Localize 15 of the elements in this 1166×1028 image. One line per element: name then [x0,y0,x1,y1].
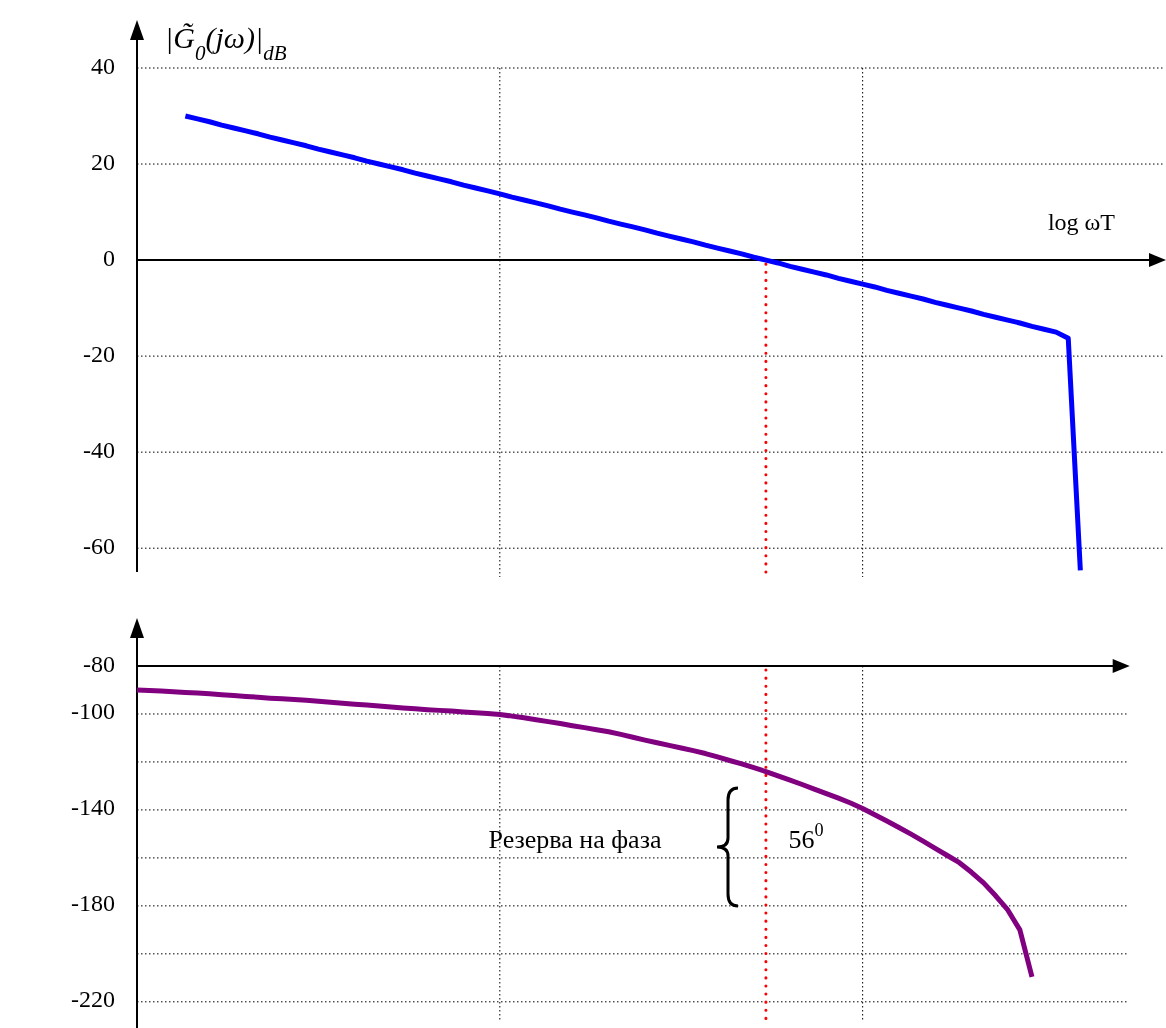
y-tick-label: 20 [91,148,115,175]
y-tick-label: 40 [91,52,115,79]
y-tick-label: -180 [71,890,115,917]
x-axis-title: log ωT [1047,209,1116,236]
y-tick-label: -100 [71,698,115,725]
annotation: 56$^{0}$ [788,820,824,854]
y-axis-title: |G̃$_{0}$(jω)|$_{dB}$ [165,21,287,65]
y-tick-label: -220 [71,986,115,1013]
y-tick-label: -140 [71,794,115,821]
y-tick-label: -60 [83,532,115,559]
y-tick-label: 0 [103,244,115,271]
annotation: Резерва на фаза [488,824,662,854]
y-tick-label: -40 [83,436,115,463]
y-tick-label: -80 [83,650,115,677]
y-tick-label: -20 [83,340,115,367]
